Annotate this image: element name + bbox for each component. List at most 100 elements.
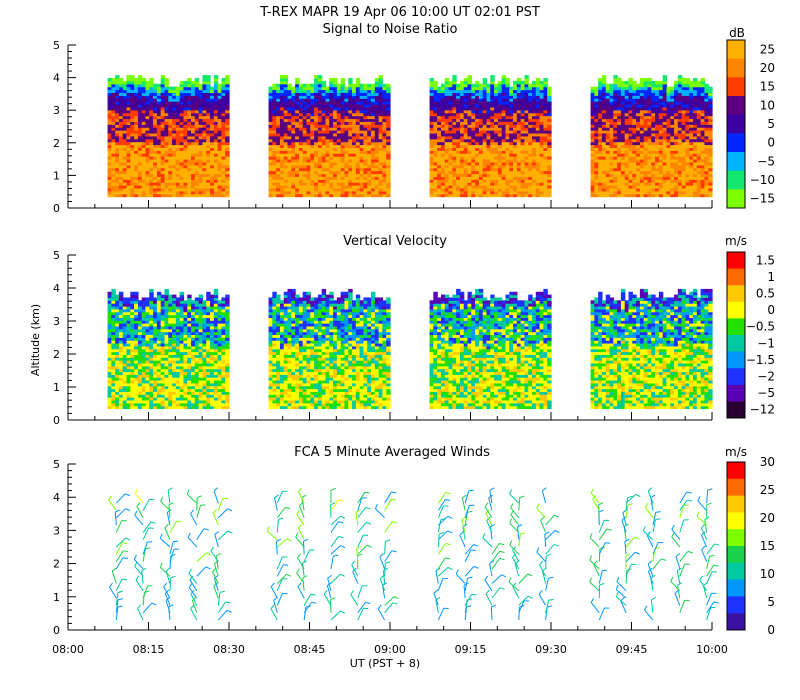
heatmap-cell bbox=[145, 89, 150, 94]
heatmap-cell bbox=[325, 130, 330, 134]
heatmap-cell bbox=[440, 141, 446, 146]
heatmap-cell bbox=[156, 135, 162, 140]
heatmap-cell bbox=[183, 190, 188, 195]
heatmap-cell bbox=[329, 170, 334, 175]
heatmap-cell bbox=[153, 92, 158, 96]
heatmap-cell bbox=[187, 115, 192, 120]
heatmap-cell bbox=[295, 106, 300, 111]
heatmap-cell bbox=[210, 92, 215, 96]
heatmap-cell bbox=[516, 130, 522, 134]
heatmap-cell bbox=[613, 193, 618, 198]
heatmap-cell bbox=[268, 161, 273, 166]
heatmap-cell bbox=[276, 86, 281, 91]
heatmap-cell bbox=[111, 141, 116, 146]
heatmap-cell bbox=[440, 124, 446, 128]
heatmap-cell bbox=[524, 135, 529, 140]
heatmap-cell bbox=[344, 101, 349, 105]
heatmap-cell bbox=[206, 95, 211, 99]
heatmap-cell bbox=[628, 135, 633, 140]
heatmap-cell bbox=[298, 98, 304, 102]
heatmap-cell bbox=[291, 95, 296, 99]
heatmap-cell bbox=[601, 127, 607, 131]
heatmap-cell bbox=[677, 101, 683, 105]
heatmap-cell bbox=[291, 106, 296, 111]
heatmap-cell bbox=[677, 170, 683, 175]
heatmap-cell bbox=[378, 176, 384, 180]
heatmap-cell bbox=[486, 150, 491, 154]
heatmap-cell bbox=[539, 164, 545, 169]
heatmap-cell bbox=[539, 141, 545, 146]
heatmap-cell bbox=[516, 80, 522, 85]
heatmap-cell bbox=[295, 86, 300, 91]
heatmap-cell bbox=[149, 83, 154, 88]
heatmap-cell bbox=[463, 164, 469, 169]
heatmap-cell bbox=[524, 161, 529, 166]
heatmap-cell bbox=[276, 173, 281, 177]
heatmap-cell bbox=[153, 98, 158, 102]
heatmap-cell bbox=[359, 158, 365, 163]
heatmap-cell bbox=[329, 83, 334, 88]
heatmap-cell bbox=[685, 185, 690, 189]
heatmap-cell bbox=[613, 153, 618, 157]
heatmap-cell bbox=[217, 98, 223, 102]
heatmap-cell bbox=[175, 89, 181, 94]
heatmap-cell bbox=[643, 164, 649, 169]
heatmap-cell bbox=[693, 115, 698, 120]
heatmap-cell bbox=[374, 158, 380, 163]
heatmap-cell bbox=[336, 101, 342, 105]
heatmap-cell bbox=[685, 190, 690, 195]
heatmap-cell bbox=[463, 98, 469, 102]
heatmap-cell bbox=[547, 173, 552, 177]
heatmap-cell bbox=[272, 124, 277, 128]
heatmap-cell bbox=[217, 147, 223, 151]
heatmap-cell bbox=[137, 86, 143, 91]
heatmap-cell bbox=[130, 164, 135, 169]
heatmap-cell bbox=[355, 190, 361, 195]
heatmap-cell bbox=[509, 193, 514, 198]
heatmap-cell bbox=[636, 164, 641, 169]
heatmap-cell bbox=[210, 118, 215, 122]
heatmap-cell bbox=[213, 77, 219, 82]
heatmap-cell bbox=[198, 83, 204, 88]
heatmap-cell bbox=[111, 179, 116, 183]
heatmap-cell bbox=[647, 182, 652, 186]
heatmap-cell bbox=[516, 77, 522, 82]
heatmap-cell bbox=[371, 185, 376, 189]
heatmap-cell bbox=[590, 89, 595, 94]
heatmap-cell bbox=[149, 89, 154, 94]
heatmap-cell bbox=[153, 127, 158, 131]
heatmap-cell bbox=[444, 147, 450, 151]
heatmap-cell bbox=[276, 144, 281, 149]
heatmap-cell bbox=[317, 109, 323, 114]
heatmap-cell bbox=[160, 135, 166, 140]
heatmap-cell bbox=[268, 101, 273, 105]
heatmap-cell bbox=[217, 130, 223, 134]
heatmap-cell bbox=[475, 147, 480, 151]
heatmap-cell bbox=[448, 187, 453, 192]
heatmap-cell bbox=[115, 141, 120, 146]
heatmap-cell bbox=[440, 161, 446, 166]
heatmap-cell bbox=[122, 187, 128, 192]
heatmap-cell bbox=[213, 141, 219, 146]
heatmap-cell bbox=[497, 182, 503, 186]
heatmap-cell bbox=[122, 182, 128, 186]
heatmap-cell bbox=[272, 135, 277, 140]
heatmap-cell bbox=[501, 75, 507, 79]
heatmap-cell bbox=[325, 104, 330, 108]
heatmap-cell bbox=[497, 135, 503, 140]
heatmap-cell bbox=[463, 112, 469, 117]
heatmap-cell bbox=[386, 179, 391, 183]
heatmap-cell bbox=[310, 161, 315, 166]
heatmap-cell bbox=[321, 83, 327, 88]
heatmap-cell bbox=[172, 104, 177, 108]
heatmap-cell bbox=[187, 80, 192, 85]
heatmap-cell bbox=[628, 164, 633, 169]
heatmap-cell bbox=[355, 156, 361, 160]
heatmap-cell bbox=[628, 121, 633, 125]
heatmap-cell bbox=[134, 150, 139, 154]
heatmap-cell bbox=[134, 92, 139, 96]
heatmap-cell bbox=[513, 176, 518, 180]
heatmap-cell bbox=[172, 135, 177, 140]
heatmap-cell bbox=[378, 95, 384, 99]
heatmap-cell bbox=[486, 115, 491, 120]
